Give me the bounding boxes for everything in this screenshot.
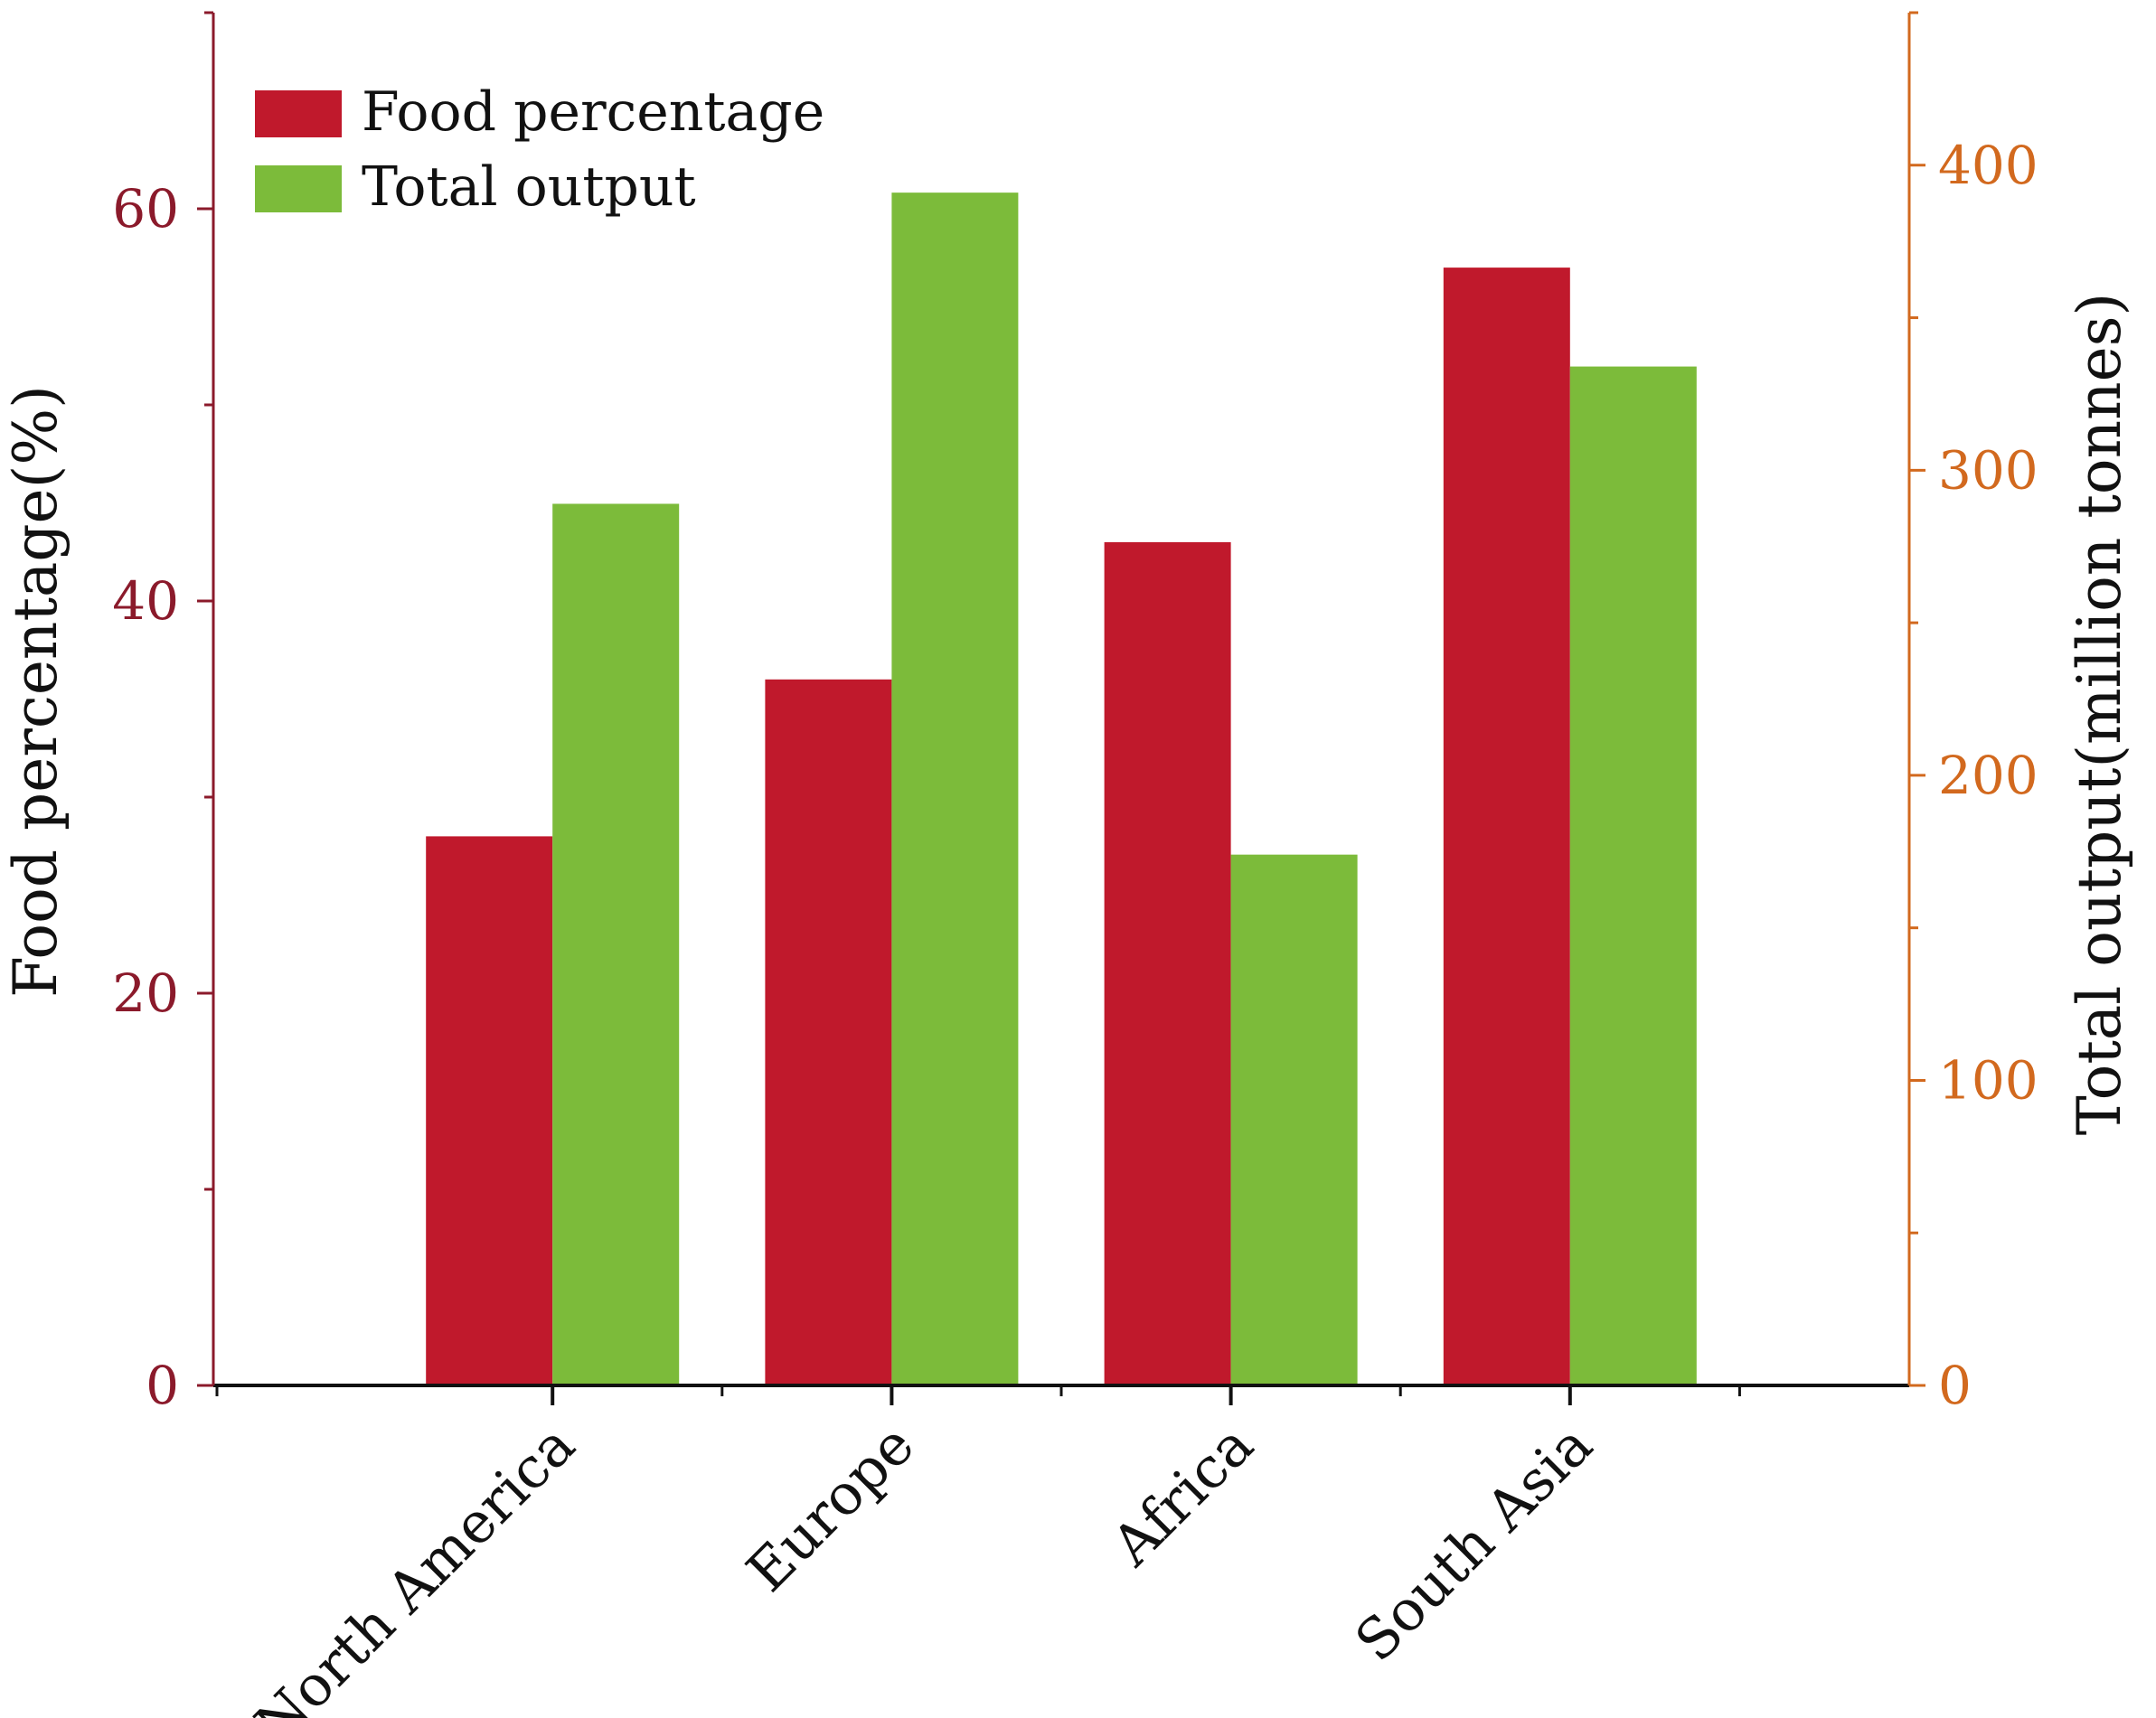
y-right-tick-label: 100: [1938, 1049, 2038, 1111]
bar-food-percentage-south-asia: [1443, 268, 1570, 1386]
y-axis-left-label: Food percentage(%): [1, 385, 71, 998]
y-left-tick-label: 20: [112, 962, 179, 1024]
legend-swatch-total-output: [255, 165, 342, 212]
x-tick-label: Africa: [1098, 1412, 1266, 1579]
bar-food-percentage-africa: [1104, 541, 1231, 1385]
legend-label-food-percentage: Food percentage: [362, 80, 824, 144]
bars-layer: [426, 192, 1697, 1386]
legend: Food percentage Total output: [255, 80, 824, 219]
axes-layer: North America Europe Africa South Asia 0 20 40…: [112, 11, 2038, 1718]
y-right-tick-label: 400: [1938, 135, 2038, 196]
bar-total-output-africa: [1230, 854, 1358, 1385]
bar-total-output-europe: [891, 192, 1019, 1386]
y-axis-right-label: Total output(million tonnes): [2065, 293, 2134, 1136]
x-tick-label: South Asia: [1342, 1412, 1605, 1674]
y-left-tick-label: 40: [112, 570, 179, 632]
y-right-tick-label: 300: [1938, 439, 2038, 501]
bar-total-output-south-asia: [1569, 366, 1697, 1385]
legend-swatch-food-percentage: [255, 90, 342, 137]
y-left-tick-label: 60: [112, 178, 179, 239]
x-tick-label: North America: [242, 1412, 588, 1718]
legend-label-total-output: Total output: [362, 155, 696, 219]
y-right-tick-label: 0: [1938, 1355, 1972, 1416]
y-right-tick-label: 200: [1938, 745, 2038, 806]
y-left-tick-label: 0: [146, 1355, 179, 1416]
bar-total-output-north-america: [552, 503, 680, 1385]
x-tick-label: Europe: [734, 1412, 927, 1604]
bar-food-percentage-europe: [765, 679, 892, 1385]
bar-food-percentage-north-america: [426, 836, 553, 1385]
